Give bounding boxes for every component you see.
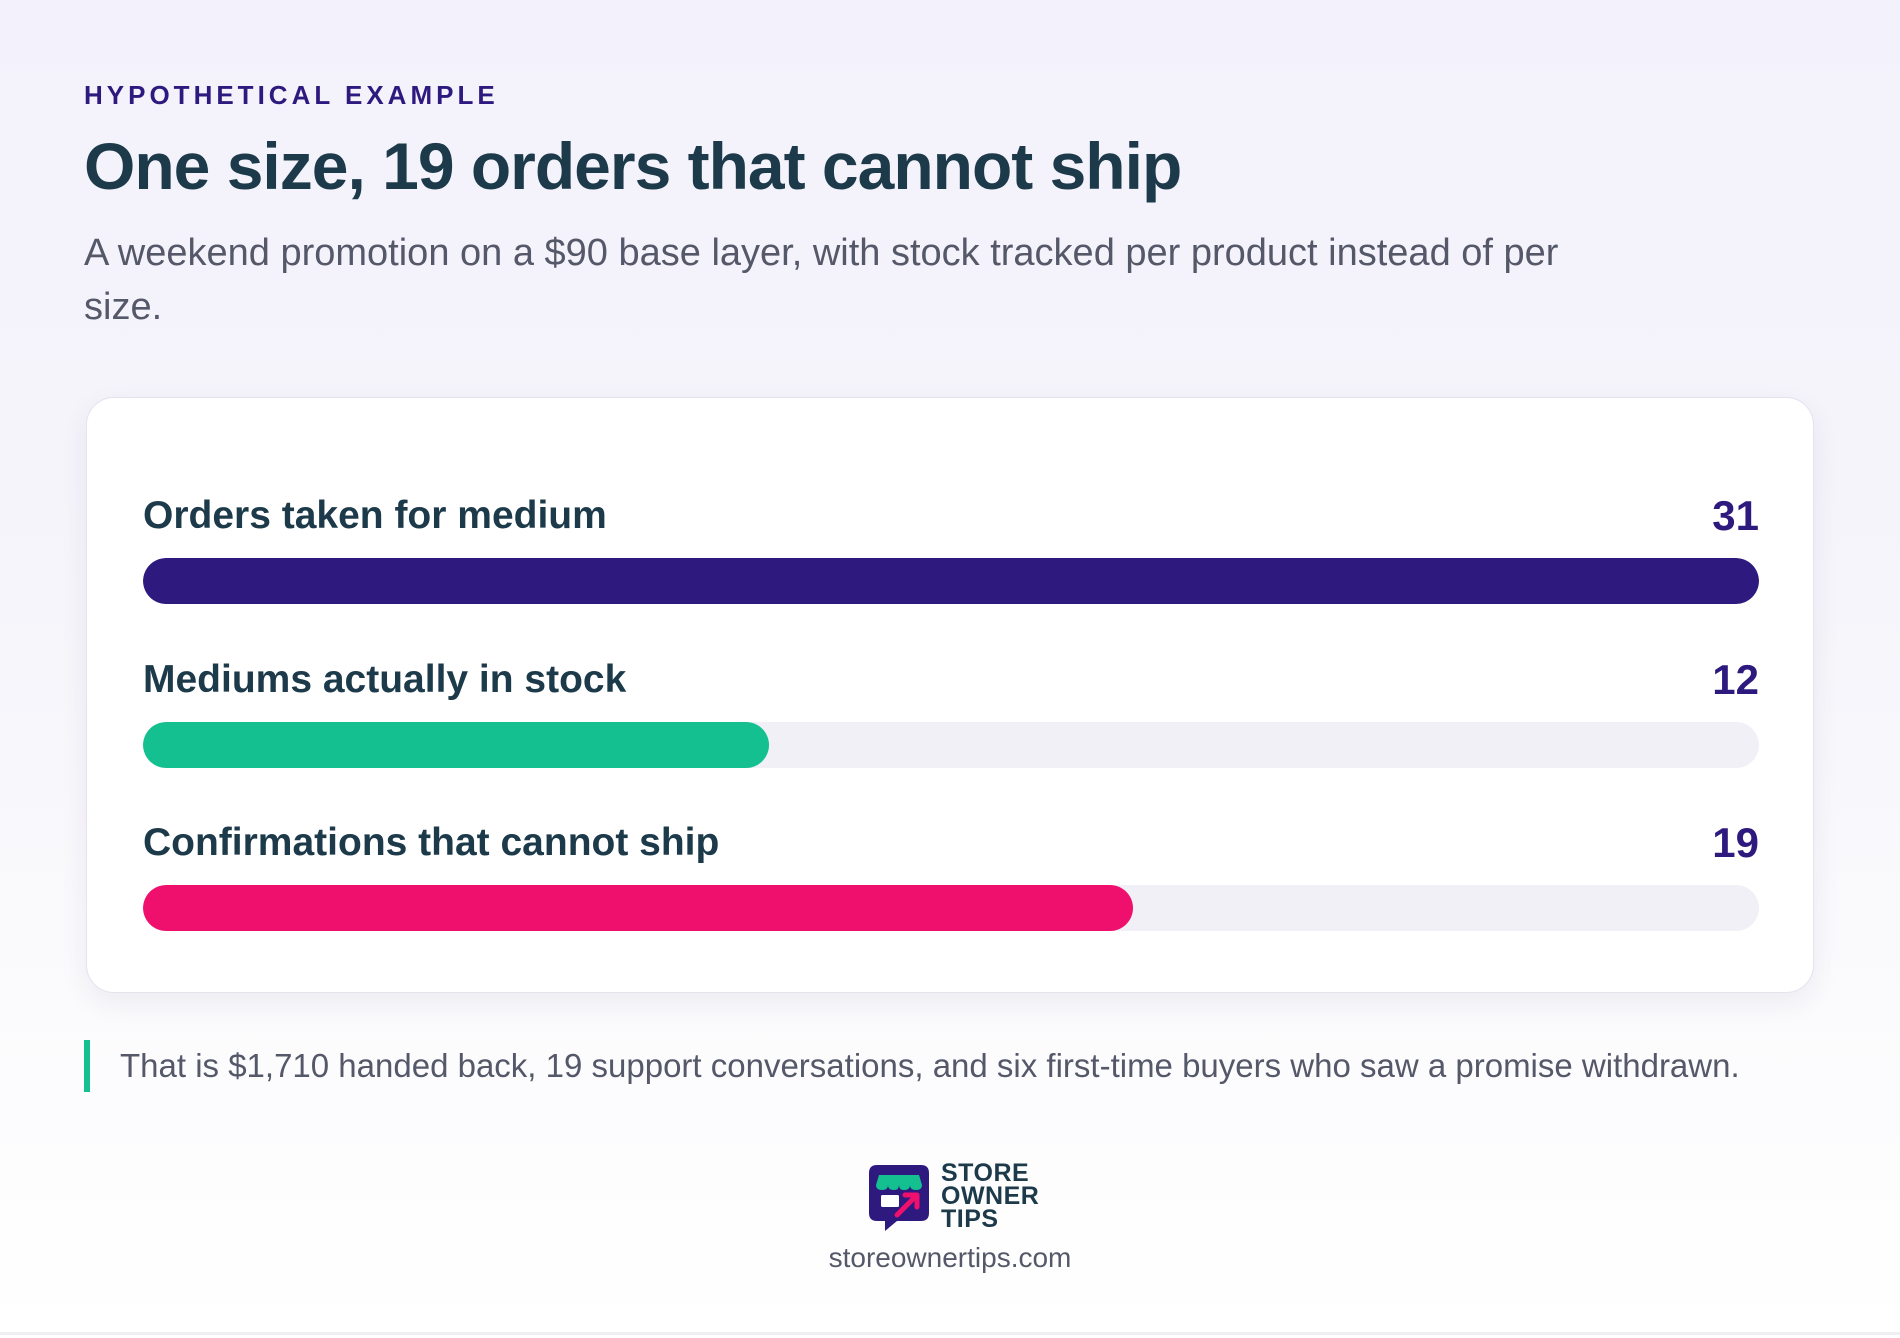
bar-label: Mediums actually in stock [143, 658, 627, 701]
bar-fill [143, 558, 1759, 604]
bar-row: Orders taken for medium 31 [143, 492, 1759, 604]
bar-fill [143, 885, 1134, 931]
brand-line: OWNER [941, 1182, 1040, 1210]
brand-logo: STORE OWNER TIPS [867, 1159, 1040, 1233]
bar-label: Orders taken for medium [143, 494, 607, 537]
site-url: storeownertips.com [828, 1242, 1072, 1273]
bar-track [143, 558, 1759, 604]
bar-row: Mediums actually in stock 12 [143, 656, 1759, 768]
chart-card: Orders taken for medium 31 Mediums actua… [86, 397, 1814, 993]
brand-line: STORE [941, 1159, 1030, 1187]
bar-track [143, 722, 1759, 768]
callout-text: That is $1,710 handed back, 19 support c… [120, 1047, 1740, 1084]
callout-note: That is $1,710 handed back, 19 support c… [84, 1040, 1740, 1092]
bar-value-label: 19 [1712, 819, 1759, 866]
bar-value-label: 12 [1712, 656, 1759, 703]
brand-wordmark: STORE OWNER TIPS [941, 1159, 1040, 1233]
bar-row: Confirmations that cannot ship 19 [143, 819, 1759, 931]
bar-label: Confirmations that cannot ship [143, 821, 720, 864]
subtitle: A weekend promotion on a $90 base layer,… [84, 232, 1559, 328]
bottom-divider [0, 1332, 1900, 1335]
bar-fill [143, 722, 769, 768]
bar-track [143, 885, 1759, 931]
page-title: One size, 19 orders that cannot ship [84, 129, 1182, 203]
eyebrow: HYPOTHETICAL EXAMPLE [84, 80, 499, 110]
bar-value-label: 31 [1712, 492, 1759, 539]
brand-line: TIPS [941, 1205, 999, 1233]
storefront-chat-icon [867, 1163, 931, 1231]
